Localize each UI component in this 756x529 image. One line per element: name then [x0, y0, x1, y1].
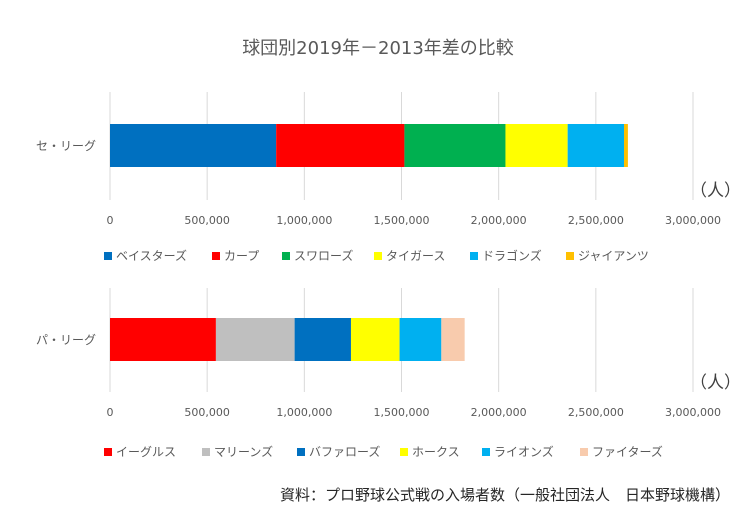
legend-swatch-2-6 — [580, 448, 588, 456]
legend-label: ドラゴンズ — [482, 248, 542, 263]
legend-label: ライオンズ — [494, 444, 554, 459]
bar-segment-2-4 — [350, 318, 400, 361]
legend-swatch-2-2 — [202, 448, 210, 456]
bar-segment-1-4 — [505, 124, 568, 167]
legend-label: タイガース — [386, 249, 445, 263]
legend-swatch-1-2 — [212, 252, 220, 260]
legend-swatch-1-1 — [104, 252, 112, 260]
legend-swatch-2-4 — [400, 448, 408, 456]
bar-segment-2-6 — [441, 318, 465, 361]
legend-label: カープ — [224, 249, 259, 263]
x-tick-label: 2,500,000 — [568, 214, 624, 227]
legend-label: ベイスターズ — [116, 248, 187, 263]
legend-swatch-2-1 — [104, 448, 112, 456]
legend-label: バファローズ — [309, 444, 380, 459]
x-tick-label: 2,000,000 — [471, 214, 527, 227]
legend-swatch-1-3 — [282, 252, 290, 260]
legend-label: マリーンズ — [214, 444, 273, 459]
bar-segment-1-6 — [624, 124, 628, 167]
legend-label: ジャイアンツ — [578, 249, 649, 263]
bar-segment-1-5 — [567, 124, 625, 167]
bar-segment-2-1 — [110, 318, 216, 361]
legend-label: イーグルス — [116, 445, 176, 459]
legend-label: スワローズ — [294, 248, 353, 263]
bar-segment-2-3 — [294, 318, 351, 361]
x-tick-label: 500,000 — [184, 406, 230, 419]
legend-label: ファイターズ — [592, 444, 663, 459]
x-tick-label: 2,500,000 — [568, 406, 624, 419]
legend-swatch-1-6 — [566, 252, 574, 260]
legend-swatch-2-3 — [297, 448, 305, 456]
bar-segment-1-2 — [276, 124, 405, 167]
x-tick-label: 1,500,000 — [374, 406, 430, 419]
bar-segment-2-5 — [399, 318, 442, 361]
category-label: セ・リーグ — [36, 139, 96, 153]
category-label: パ・リーグ — [36, 333, 96, 347]
legend-label: ホークス — [412, 445, 460, 459]
legend-swatch-1-4 — [374, 252, 382, 260]
x-tick-label: 2,000,000 — [471, 406, 527, 419]
x-tick-label: 1,500,000 — [374, 214, 430, 227]
source-note: 資料：プロ野球公式戦の入場者数（一般社団法人 日本野球機構） — [279, 486, 730, 504]
bar-segment-2-2 — [215, 318, 295, 361]
bar-segment-1-3 — [404, 124, 506, 167]
legend-swatch-2-5 — [482, 448, 490, 456]
chart-title: 球団別2019年－2013年差の比較 — [242, 38, 514, 59]
bar-segment-1-1 — [110, 124, 277, 167]
x-tick-label: 500,000 — [184, 214, 230, 227]
legend-swatch-1-5 — [470, 252, 478, 260]
unit-label: （人） — [690, 181, 741, 201]
x-tick-label: 1,000,000 — [276, 214, 332, 227]
x-tick-label: 3,000,000 — [665, 406, 721, 419]
x-tick-label: 1,000,000 — [276, 406, 332, 419]
unit-label: （人） — [690, 373, 741, 393]
x-tick-label: 0 — [107, 214, 114, 227]
x-tick-label: 3,000,000 — [665, 214, 721, 227]
x-tick-label: 0 — [107, 406, 114, 419]
